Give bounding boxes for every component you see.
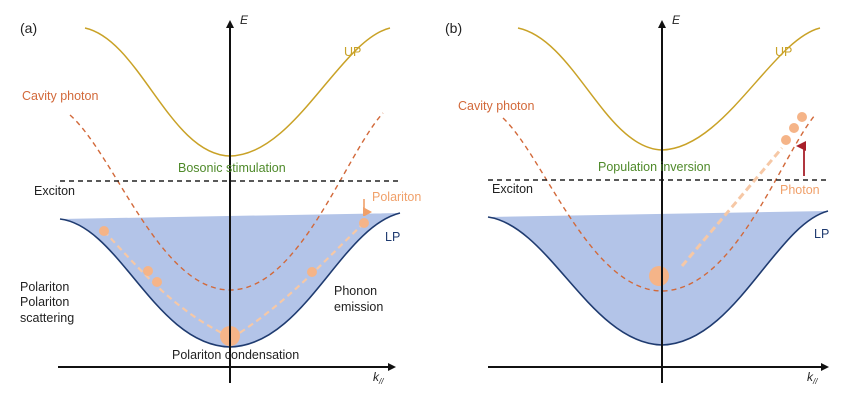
panel-a-label: (a): [20, 20, 37, 36]
panel-a-polariton-dot: [143, 266, 153, 276]
panel-a-polariton-dot: [359, 218, 369, 228]
panel-a-up-label: UP: [344, 45, 361, 59]
panel-a-scattering-label-1: Polariton: [20, 280, 69, 294]
panel-a-lp-label: LP: [385, 230, 400, 244]
panel-b-population-inversion-label: Population inversion: [598, 160, 711, 174]
panel-a-phonon-label-2: emission: [334, 300, 383, 314]
panel-a-scattering-path: [103, 230, 225, 335]
panel-a-exciton-label: Exciton: [34, 184, 75, 198]
panel-b-exciton-label: Exciton: [492, 182, 533, 196]
panel-b-polariton-dot: [797, 112, 807, 122]
panel-b-polariton-dot: [781, 135, 791, 145]
panel-b-e-axis-label: E: [672, 13, 681, 27]
panel-a-scattering-label-3: scattering: [20, 311, 74, 325]
panel-a-polariton-dot: [99, 226, 109, 236]
panel-a-bosonic-stimulation-label: Bosonic stimulation: [178, 161, 286, 175]
panel-a-k-axis-label: k//: [373, 370, 384, 386]
panel-b-cavity-photon-label: Cavity photon: [458, 99, 534, 113]
panel-b-photon-label: Photon: [780, 183, 820, 197]
panel-a-cavity-photon-label: Cavity photon: [22, 89, 98, 103]
panel-b-up-label: UP: [775, 45, 792, 59]
panel-b-condensate-dot: [649, 266, 669, 286]
panel-a: (a) E k// UP LP Cavity photon: [20, 13, 421, 386]
panel-b-k-axis-label: k//: [807, 370, 818, 386]
panel-b-polariton-dot: [789, 123, 799, 133]
panel-a-polariton-dot: [152, 277, 162, 287]
panel-b: (b) E k// UP LP Cavity photon Exciton Po…: [445, 13, 829, 386]
panel-a-polariton-label: Polariton: [372, 190, 421, 204]
panel-b-pump-path: [680, 147, 784, 267]
panel-b-label: (b): [445, 20, 462, 36]
panel-a-scattering-label-2: Polariton: [20, 295, 69, 309]
panel-a-phonon-label-1: Phonon: [334, 284, 377, 298]
panel-b-lp-label: LP: [814, 227, 829, 241]
panel-a-e-axis-label: E: [240, 13, 249, 27]
panel-a-condensation-label: Polariton condensation: [172, 348, 299, 362]
panel-a-polariton-dot: [307, 267, 317, 277]
